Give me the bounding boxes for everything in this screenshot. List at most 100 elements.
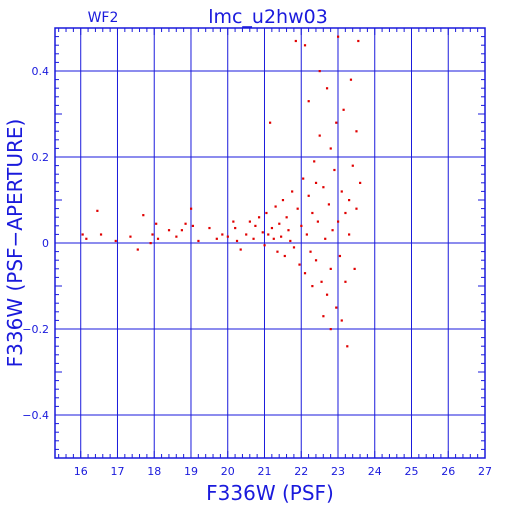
data-point [359, 181, 362, 184]
data-point [331, 229, 334, 232]
data-point [303, 272, 307, 275]
data-point [322, 315, 325, 318]
data-point [318, 70, 321, 73]
data-point [254, 224, 257, 227]
x-tick-label: 16 [74, 465, 88, 478]
data-point [155, 222, 158, 225]
x-tick-label: 19 [184, 465, 198, 478]
data-point [314, 181, 318, 184]
data-point [274, 205, 277, 208]
data-point [99, 233, 103, 236]
data-point [252, 237, 255, 240]
data-point [180, 229, 183, 232]
data-point [294, 39, 297, 43]
data-point [355, 130, 358, 133]
data-point [333, 168, 336, 172]
data-point [307, 100, 310, 103]
x-tick-label: 23 [331, 465, 345, 478]
x-tick-label: 27 [478, 465, 492, 478]
data-point [322, 186, 325, 189]
data-point [342, 108, 345, 111]
data-point [351, 164, 354, 167]
y-tick-label: 0.4 [32, 65, 50, 78]
data-point [167, 229, 171, 232]
x-tick-label: 26 [441, 465, 455, 478]
data-point [355, 207, 358, 210]
data-point [335, 306, 338, 309]
data-point [191, 224, 195, 227]
data-point [309, 250, 312, 253]
data-point [298, 263, 301, 266]
data-point [302, 177, 305, 180]
data-point [263, 244, 266, 247]
chart-title: lmc_u2hw03 [208, 6, 328, 28]
y-tick-label: 0.2 [32, 151, 50, 164]
data-point [272, 237, 275, 240]
data-point [340, 319, 343, 322]
data-point [276, 250, 279, 253]
data-point [248, 220, 251, 223]
data-point [329, 147, 332, 150]
data-point [311, 285, 314, 288]
x-tick-label: 18 [147, 465, 161, 478]
data-point [232, 220, 235, 223]
x-tick-label: 25 [404, 465, 418, 478]
data-point [114, 239, 117, 243]
data-point [320, 280, 323, 283]
data-point [270, 226, 274, 230]
data-point [269, 121, 272, 124]
data-point [300, 224, 303, 227]
data-point [340, 190, 343, 193]
data-point [156, 237, 160, 240]
data-point [311, 211, 314, 215]
x-tick-label: 20 [221, 465, 235, 478]
data-point [197, 239, 200, 243]
data-point [278, 222, 281, 225]
data-point [338, 254, 342, 258]
data-point [221, 233, 224, 236]
data-point [329, 267, 332, 270]
data-point [291, 190, 294, 193]
data-point [325, 87, 329, 90]
data-point [316, 220, 319, 223]
data-point [285, 216, 288, 219]
data-point [336, 220, 340, 223]
data-point [313, 160, 316, 163]
data-point [318, 134, 321, 137]
data-point [215, 237, 218, 240]
data-point [267, 233, 270, 236]
data-point [149, 242, 152, 245]
data-point [283, 254, 286, 258]
data-point [234, 226, 237, 230]
data-point [287, 229, 290, 232]
data-point [329, 328, 332, 331]
y-tick-label: 0 [42, 237, 49, 250]
data-point [336, 35, 340, 38]
data-point [357, 39, 360, 43]
x-tick-label: 21 [257, 465, 271, 478]
chart-subtitle: WF2 [88, 10, 119, 26]
data-point [142, 214, 145, 217]
data-point [305, 233, 308, 236]
data-point [325, 293, 329, 296]
data-point [85, 237, 88, 240]
data-point [261, 231, 264, 234]
y-tick-labels: 0.4 0.2 0 −0.2 −0.4 [22, 65, 49, 422]
ticks [55, 27, 486, 459]
data-point [307, 194, 310, 197]
y-tick-label: −0.2 [22, 323, 49, 336]
x-tick-label: 17 [110, 465, 124, 478]
data-point [184, 222, 187, 225]
data-point [265, 211, 268, 215]
y-tick-label: −0.4 [22, 409, 49, 422]
data-point [175, 235, 178, 238]
data-point [189, 207, 193, 210]
data-point [208, 226, 211, 230]
data-point [314, 259, 318, 262]
data-point [335, 121, 338, 124]
data-point [303, 44, 307, 47]
data-point [226, 235, 229, 238]
data-point [235, 239, 239, 243]
